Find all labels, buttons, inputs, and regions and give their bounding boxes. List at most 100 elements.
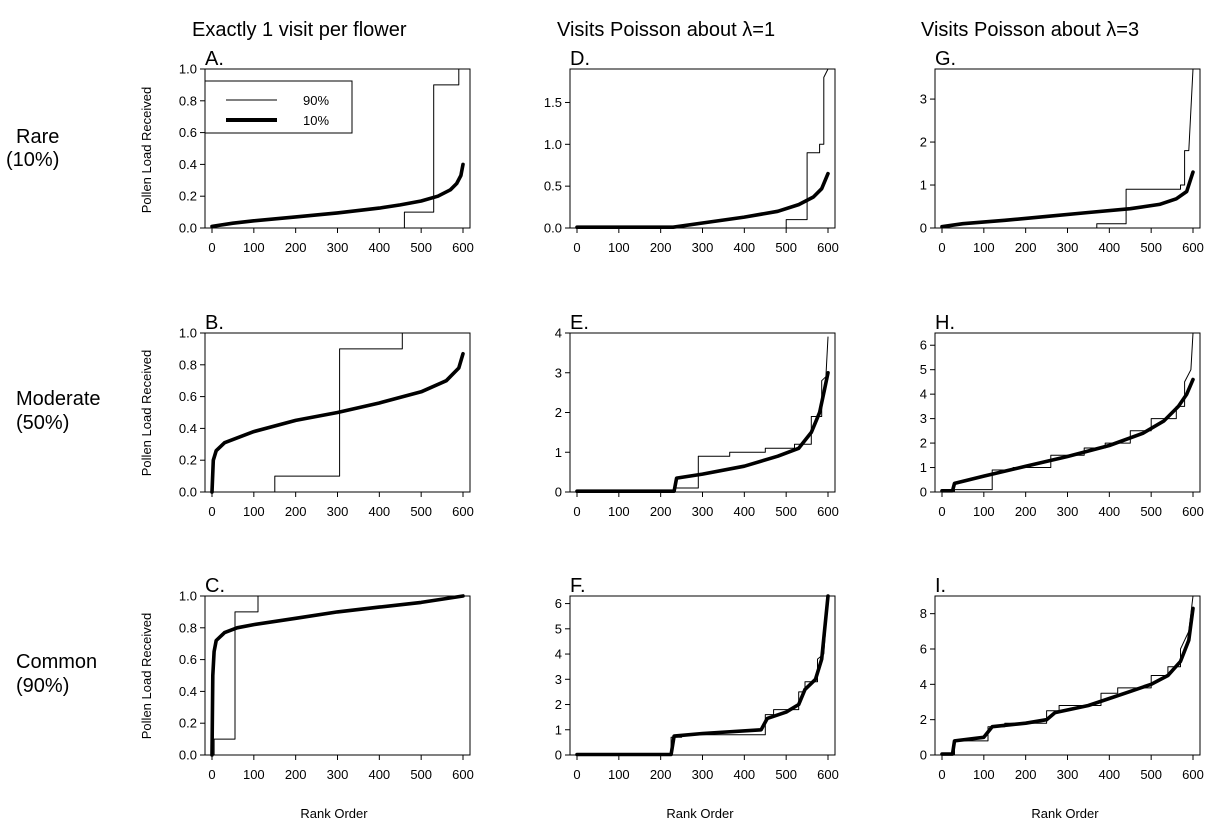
series-line-10pct-h bbox=[940, 377, 1195, 493]
y-tick-label-h: 4 bbox=[920, 387, 927, 402]
x-tick-label-b: 500 bbox=[410, 504, 432, 519]
y-tick-label-i: 8 bbox=[920, 606, 927, 621]
y-tick-label-f: 1 bbox=[555, 722, 562, 737]
x-tick-label-g: 200 bbox=[1015, 240, 1037, 255]
series-line-90pct-a bbox=[211, 68, 464, 229]
x-tick-label-f: 400 bbox=[733, 767, 755, 782]
y-tick-label-b: 0.8 bbox=[179, 357, 197, 372]
x-tick-label-f: 500 bbox=[775, 767, 797, 782]
y-tick-label-a: 0.8 bbox=[179, 93, 197, 108]
x-tick-label-i: 200 bbox=[1015, 767, 1037, 782]
x-tick-label-f: 100 bbox=[608, 767, 630, 782]
x-tick-label-b: 300 bbox=[327, 504, 349, 519]
y-tick-label-f: 4 bbox=[555, 647, 562, 662]
x-tick-label-c: 200 bbox=[285, 767, 307, 782]
panel-g: G. 0 1 2 3 0 100 200 300 400 500 600 bbox=[920, 48, 1204, 255]
x-tick-label-h: 400 bbox=[1098, 504, 1120, 519]
y-tick-label-b: 1.0 bbox=[179, 326, 197, 341]
y-tick-label-b: 0.4 bbox=[179, 421, 197, 436]
x-tick-label-i: 500 bbox=[1140, 767, 1162, 782]
y-tick-label-a: 0.2 bbox=[179, 189, 197, 204]
y-tick-label-d: 1.5 bbox=[544, 95, 562, 110]
y-tick-label-c: 0.6 bbox=[179, 652, 197, 667]
x-tick-label-e: 0 bbox=[573, 504, 580, 519]
x-axis-label-col-2: Rank Order bbox=[666, 806, 734, 821]
panel-d: D. 0.0 0.5 1.0 1.5 0 100 200 300 400 500 600 bbox=[544, 48, 839, 255]
x-tick-label-h: 600 bbox=[1182, 504, 1204, 519]
y-tick-label-d: 0.5 bbox=[544, 179, 562, 194]
x-tick-label-a: 400 bbox=[368, 240, 390, 255]
x-tick-label-g: 500 bbox=[1140, 240, 1162, 255]
series-line-90pct-h bbox=[941, 332, 1194, 493]
x-tick-label-i: 600 bbox=[1182, 767, 1204, 782]
legend: 90% 10% bbox=[204, 80, 353, 134]
plot-frame-f bbox=[569, 595, 836, 756]
panel-a: A. 0.0 0.2 0.4 0.6 0.8 1.0 0 100 200 300 400 500 600 bbox=[179, 48, 474, 255]
y-tick-label-e: 4 bbox=[555, 326, 562, 341]
y-tick-label-e: 3 bbox=[555, 365, 562, 380]
panel-b: B. 0.0 0.2 0.4 0.6 0.8 1.0 0 100 200 300 400 500 600 bbox=[179, 312, 474, 519]
panel-e: E. 0 1 2 3 4 0 100 200 300 400 500 600 bbox=[555, 312, 839, 519]
x-tick-label-h: 300 bbox=[1057, 504, 1079, 519]
x-tick-label-d: 400 bbox=[733, 240, 755, 255]
series-line-90pct-d bbox=[576, 68, 829, 229]
x-tick-label-c: 100 bbox=[243, 767, 265, 782]
y-tick-label-c: 0.0 bbox=[179, 748, 197, 763]
x-tick-label-b: 0 bbox=[208, 504, 215, 519]
y-tick-label-b: 0.6 bbox=[179, 389, 197, 404]
panel-c: C. 0.0 0.2 0.4 0.6 0.8 1.0 0 100 200 300 400 500 600 bbox=[179, 575, 474, 782]
x-tick-label-g: 100 bbox=[973, 240, 995, 255]
y-tick-label-c: 1.0 bbox=[179, 589, 197, 604]
x-tick-label-a: 200 bbox=[285, 240, 307, 255]
y-tick-label-h: 6 bbox=[920, 338, 927, 353]
y-tick-label-f: 6 bbox=[555, 596, 562, 611]
y-tick-label-d: 1.0 bbox=[544, 137, 562, 152]
y-tick-label-f: 2 bbox=[555, 697, 562, 712]
x-tick-label-d: 200 bbox=[650, 240, 672, 255]
series-line-10pct-d bbox=[575, 171, 830, 229]
series-line-10pct-b bbox=[210, 351, 465, 494]
x-tick-label-h: 500 bbox=[1140, 504, 1162, 519]
y-tick-label-g: 1 bbox=[920, 178, 927, 193]
series-line-10pct-a bbox=[210, 162, 465, 229]
x-tick-label-a: 600 bbox=[452, 240, 474, 255]
series-line-10pct-f bbox=[575, 594, 830, 757]
y-tick-label-a: 0.6 bbox=[179, 125, 197, 140]
x-tick-label-h: 0 bbox=[938, 504, 945, 519]
x-tick-label-d: 500 bbox=[775, 240, 797, 255]
y-tick-label-g: 3 bbox=[920, 92, 927, 107]
y-tick-label-b: 0.2 bbox=[179, 453, 197, 468]
x-tick-label-d: 600 bbox=[817, 240, 839, 255]
legend-label-10: 10% bbox=[303, 113, 329, 128]
panel-letter-b: B. bbox=[205, 312, 224, 334]
series-line-90pct-c bbox=[211, 595, 464, 756]
x-tick-label-c: 600 bbox=[452, 767, 474, 782]
panel-h: H. 0 1 2 3 4 5 6 0 100 200 300 400 500 600 bbox=[920, 312, 1204, 519]
x-tick-label-b: 100 bbox=[243, 504, 265, 519]
x-axis-label-col-1: Rank Order bbox=[300, 806, 368, 821]
panel-letter-h: H. bbox=[935, 312, 955, 334]
x-tick-label-g: 300 bbox=[1057, 240, 1079, 255]
panel-letter-e: E. bbox=[570, 312, 589, 334]
x-tick-label-h: 200 bbox=[1015, 504, 1037, 519]
panel-letter-a: A. bbox=[205, 48, 224, 70]
x-tick-label-f: 300 bbox=[692, 767, 714, 782]
series-line-90pct-g bbox=[941, 68, 1194, 229]
x-tick-label-d: 300 bbox=[692, 240, 714, 255]
y-tick-label-i: 4 bbox=[920, 677, 927, 692]
y-tick-label-i: 2 bbox=[920, 712, 927, 727]
y-tick-label-f: 0 bbox=[555, 748, 562, 763]
x-tick-label-d: 0 bbox=[573, 240, 580, 255]
x-tick-label-a: 300 bbox=[327, 240, 349, 255]
row-label-common: Common bbox=[16, 651, 97, 673]
y-tick-label-c: 0.4 bbox=[179, 684, 197, 699]
panel-letter-c: C. bbox=[205, 575, 225, 597]
y-tick-label-f: 3 bbox=[555, 672, 562, 687]
y-tick-label-h: 5 bbox=[920, 362, 927, 377]
x-tick-label-h: 100 bbox=[973, 504, 995, 519]
y-axis-label-row-1: Pollen Load Received bbox=[139, 87, 154, 213]
y-tick-label-h: 1 bbox=[920, 460, 927, 475]
y-tick-label-g: 0 bbox=[920, 221, 927, 236]
x-tick-label-c: 0 bbox=[208, 767, 215, 782]
